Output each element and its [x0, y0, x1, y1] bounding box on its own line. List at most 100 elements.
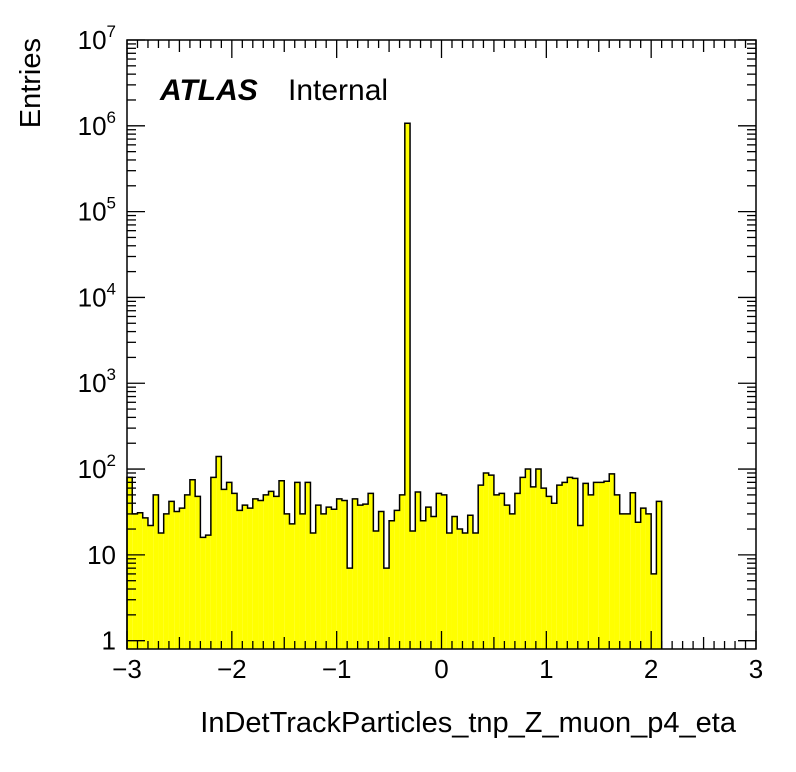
- y-tick-label: 102: [78, 451, 116, 484]
- histogram-bar: [168, 501, 175, 649]
- histogram-bar: [320, 513, 327, 649]
- y-axis-title: Entries: [15, 38, 47, 128]
- histogram-bar: [237, 510, 243, 649]
- histogram-outline: [126, 122, 663, 649]
- histogram-bar: [441, 494, 447, 649]
- histogram-bar: [352, 498, 358, 649]
- histogram-bar: [619, 513, 625, 649]
- histogram-bar: [378, 511, 384, 649]
- histogram-bar: [609, 473, 615, 649]
- histogram-bar: [174, 511, 180, 649]
- histogram-bar: [478, 485, 484, 649]
- histogram-bar: [368, 493, 374, 649]
- histogram-bar: [451, 516, 458, 649]
- x-tick-label: −2: [217, 654, 247, 684]
- x-tick-label: 0: [434, 654, 448, 684]
- histogram-bar: [593, 482, 599, 649]
- histogram-bar: [389, 520, 395, 649]
- histogram-bar: [583, 483, 589, 649]
- axis-ticks: [126, 39, 757, 649]
- histogram-bar: [520, 477, 526, 649]
- histogram-bar: [357, 505, 363, 649]
- histogram-bar: [231, 493, 238, 649]
- histogram-bar: [425, 507, 432, 649]
- histogram-bar: [488, 475, 494, 649]
- histogram-bar: [373, 530, 379, 649]
- y-tick-label: 1: [102, 626, 116, 656]
- x-tick-label: −1: [322, 654, 352, 684]
- histogram-bar: [562, 482, 568, 649]
- histogram-bar: [410, 530, 416, 649]
- x-tick-label: 3: [749, 654, 763, 684]
- histogram-bar: [216, 456, 222, 649]
- histogram-bar: [399, 494, 405, 649]
- histogram-bar: [299, 513, 306, 649]
- histogram-bar: [258, 500, 264, 649]
- histogram-bars: [127, 123, 662, 649]
- histogram-bar: [624, 513, 631, 649]
- histogram-bar: [195, 496, 201, 649]
- histogram-bar: [457, 529, 463, 649]
- histogram-bar: [598, 482, 604, 649]
- histogram-bar: [394, 510, 400, 649]
- histogram-bar: [336, 498, 342, 649]
- histogram-bar: [284, 513, 290, 649]
- histogram-bar: [404, 123, 411, 649]
- histogram-bar: [294, 482, 300, 649]
- histogram-bar: [163, 513, 169, 649]
- histogram-bar: [189, 479, 196, 649]
- histogram-bar: [310, 532, 316, 649]
- histogram-bar: [132, 513, 138, 649]
- histogram-bar: [383, 568, 390, 649]
- histogram-bar: [525, 469, 531, 649]
- histogram-bar: [546, 496, 552, 649]
- histogram-bar: [499, 493, 505, 649]
- y-tick-label: 103: [78, 365, 116, 398]
- x-tick-label: −3: [112, 654, 142, 684]
- histogram-bar: [268, 491, 274, 649]
- histogram-bar: [640, 508, 646, 649]
- histogram-bar: [572, 478, 578, 649]
- histogram-bar: [551, 503, 557, 649]
- histogram-bar: [630, 492, 636, 649]
- atlas-label: ATLAS: [159, 74, 258, 107]
- x-axis-title: InDetTrackParticles_tnp_Z_muon_p4_eta: [200, 707, 737, 739]
- histogram-bar: [514, 493, 521, 649]
- histogram-bar: [142, 517, 148, 649]
- histogram-bar: [614, 494, 620, 649]
- histogram-bar: [252, 498, 259, 649]
- histogram-bar: [331, 509, 337, 649]
- histogram-bar: [509, 513, 515, 649]
- histogram-bar: [467, 515, 473, 649]
- histogram-bar: [645, 513, 652, 649]
- histogram-bar: [147, 525, 154, 649]
- histogram-bar: [153, 494, 159, 649]
- histogram-bar: [535, 469, 542, 649]
- histogram-bar: [504, 505, 510, 649]
- y-tick-label: 106: [78, 108, 116, 141]
- y-tick-labels: 1 10 102 103 104 105 106 107: [78, 22, 116, 656]
- histogram-bar: [603, 481, 610, 649]
- histogram-bar: [315, 505, 321, 649]
- x-tick-labels: −3 −2 −1 0 1 2 3: [112, 654, 763, 684]
- histogram-bar: [305, 482, 311, 649]
- histogram-bar: [179, 508, 185, 649]
- histogram-bar: [184, 494, 190, 649]
- y-tick-label: 105: [78, 194, 116, 227]
- x-tick-label: 1: [539, 654, 553, 684]
- histogram-bar: [289, 523, 295, 649]
- histogram-bar: [577, 525, 584, 649]
- histogram-bar: [651, 573, 657, 649]
- histogram-bar: [200, 537, 206, 649]
- histogram-bar: [205, 535, 211, 649]
- histogram-bar: [483, 472, 489, 649]
- histogram-bar: [273, 496, 280, 649]
- histogram-bar: [431, 516, 437, 649]
- y-tick-label: 107: [78, 22, 116, 55]
- histogram-bar: [247, 508, 253, 649]
- histogram-bar: [588, 494, 594, 649]
- histogram-bar: [210, 477, 217, 649]
- histogram-bar: [472, 532, 479, 649]
- histogram-bar: [362, 504, 369, 649]
